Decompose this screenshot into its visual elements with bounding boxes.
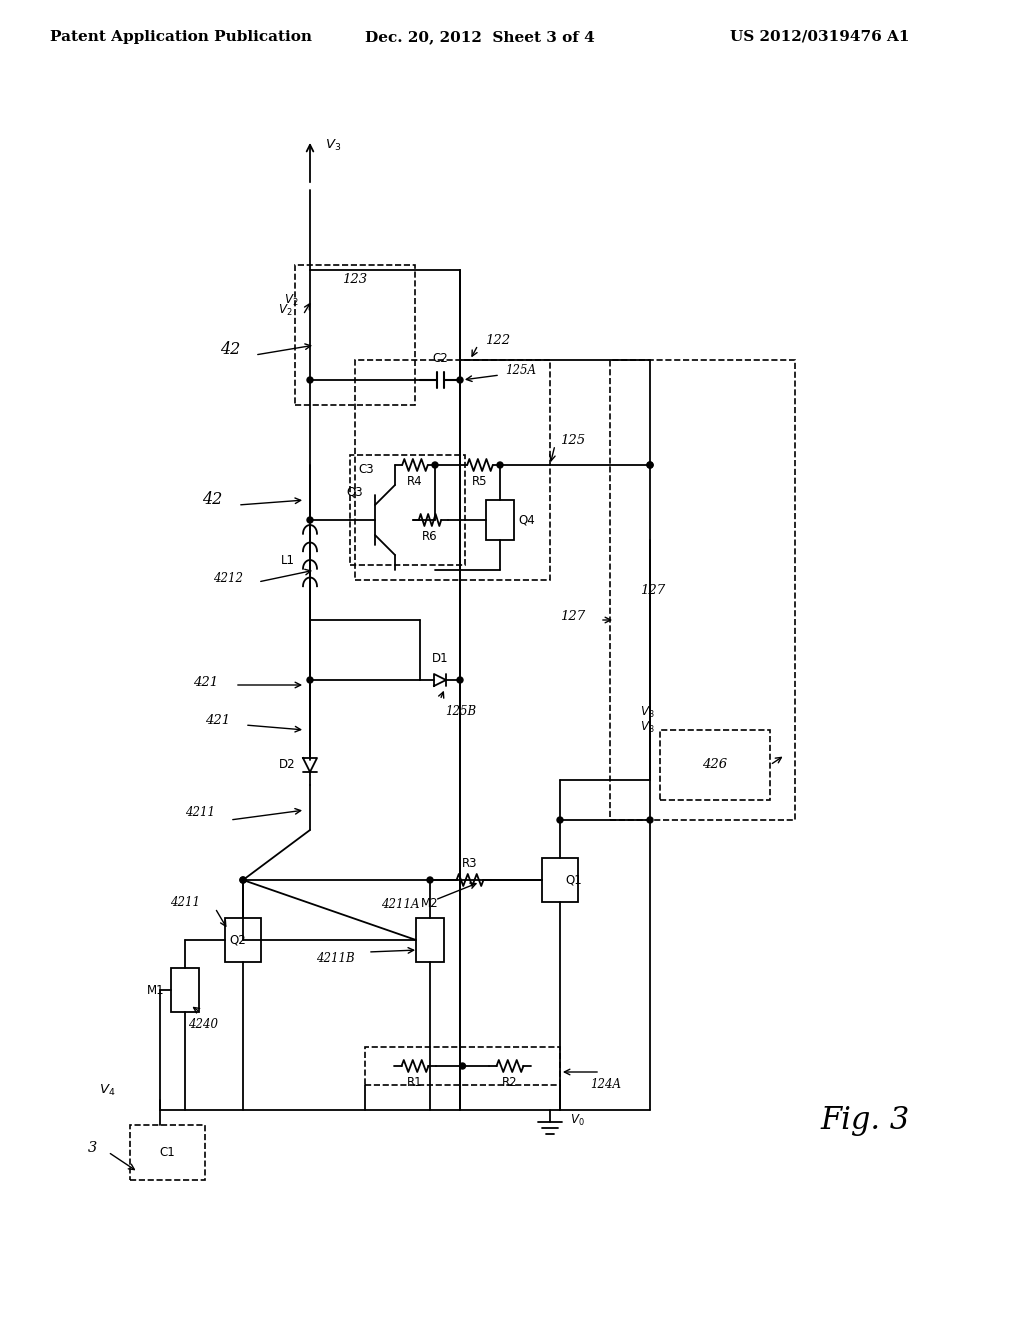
Text: Q2: Q2 xyxy=(229,933,247,946)
Text: R4: R4 xyxy=(408,475,423,488)
Text: D1: D1 xyxy=(432,652,449,665)
Text: 122: 122 xyxy=(485,334,510,346)
Text: $V_3$: $V_3$ xyxy=(325,137,341,153)
Text: Q3: Q3 xyxy=(346,486,362,499)
Bar xyxy=(486,500,514,540)
Text: 426: 426 xyxy=(702,759,728,771)
Bar xyxy=(355,360,550,579)
Bar xyxy=(350,455,465,565)
Circle shape xyxy=(647,462,653,469)
Text: L1: L1 xyxy=(281,553,295,566)
Text: R5: R5 xyxy=(472,475,487,488)
Text: $V_3$: $V_3$ xyxy=(640,705,655,719)
Text: Fig. 3: Fig. 3 xyxy=(820,1105,909,1135)
Bar xyxy=(225,917,261,962)
Bar xyxy=(365,1047,560,1085)
Text: D2: D2 xyxy=(279,759,295,771)
Text: 125B: 125B xyxy=(445,705,476,718)
Text: 4211B: 4211B xyxy=(316,952,355,965)
Bar xyxy=(542,858,578,902)
Text: 421: 421 xyxy=(205,714,230,726)
Bar xyxy=(610,360,795,820)
Text: US 2012/0319476 A1: US 2012/0319476 A1 xyxy=(730,30,909,44)
Text: 4240: 4240 xyxy=(188,1019,218,1031)
Text: 42: 42 xyxy=(220,342,240,359)
Circle shape xyxy=(457,677,463,682)
Text: 421: 421 xyxy=(193,676,218,689)
Bar xyxy=(416,917,444,962)
Text: R3: R3 xyxy=(462,857,478,870)
Circle shape xyxy=(647,462,653,469)
Bar xyxy=(660,730,770,800)
Text: 4211A: 4211A xyxy=(382,899,420,912)
Text: 125: 125 xyxy=(560,433,585,446)
Text: 123: 123 xyxy=(342,273,368,286)
Text: 127: 127 xyxy=(560,610,585,623)
Text: Dec. 20, 2012  Sheet 3 of 4: Dec. 20, 2012 Sheet 3 of 4 xyxy=(365,30,595,44)
Text: Q4: Q4 xyxy=(518,513,535,527)
Text: 4211: 4211 xyxy=(185,807,215,820)
Text: 127: 127 xyxy=(640,583,666,597)
Circle shape xyxy=(457,378,463,383)
Text: R6: R6 xyxy=(422,531,438,543)
Circle shape xyxy=(307,517,313,523)
Bar xyxy=(171,968,199,1012)
Text: 42: 42 xyxy=(202,491,222,508)
Text: Patent Application Publication: Patent Application Publication xyxy=(50,30,312,44)
Text: C3: C3 xyxy=(358,463,374,477)
Text: $V_3$: $V_3$ xyxy=(640,719,655,734)
Text: C1: C1 xyxy=(160,1146,175,1159)
Circle shape xyxy=(240,876,246,883)
Circle shape xyxy=(307,677,313,682)
Text: R1: R1 xyxy=(408,1076,423,1089)
Text: 4211: 4211 xyxy=(170,895,200,908)
Text: 3: 3 xyxy=(88,1140,97,1155)
Circle shape xyxy=(497,462,503,469)
Text: $V_4$: $V_4$ xyxy=(98,1082,115,1097)
Circle shape xyxy=(432,462,438,469)
Text: $V_0$: $V_0$ xyxy=(570,1113,585,1127)
Circle shape xyxy=(647,817,653,822)
Bar xyxy=(130,1125,205,1180)
Bar xyxy=(295,265,415,405)
Text: 124A: 124A xyxy=(590,1078,621,1092)
Text: 4212: 4212 xyxy=(213,572,243,585)
Text: $V_2$: $V_2$ xyxy=(284,293,298,308)
Text: M1: M1 xyxy=(147,983,165,997)
Text: C2: C2 xyxy=(432,352,447,366)
Text: 125A: 125A xyxy=(505,363,536,376)
Circle shape xyxy=(427,876,433,883)
Circle shape xyxy=(460,1063,466,1069)
Circle shape xyxy=(240,876,246,883)
Text: R2: R2 xyxy=(502,1076,518,1089)
Text: $V_2$: $V_2$ xyxy=(278,302,292,318)
Circle shape xyxy=(307,378,313,383)
Text: Q1: Q1 xyxy=(565,874,582,887)
Circle shape xyxy=(557,817,563,822)
Text: M2: M2 xyxy=(421,898,439,909)
